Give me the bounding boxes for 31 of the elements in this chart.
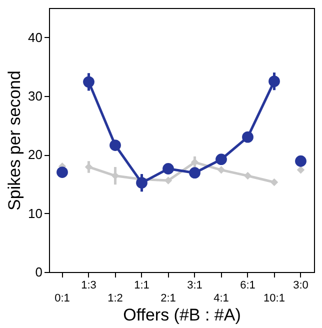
point bbox=[216, 154, 227, 166]
y-tick-label: 10 bbox=[28, 206, 42, 221]
point bbox=[295, 155, 306, 167]
point bbox=[270, 178, 278, 186]
y-tick-label: 20 bbox=[28, 147, 42, 162]
y-tick-label: 40 bbox=[28, 30, 42, 45]
x-tick-label: 0:1 bbox=[54, 292, 70, 304]
x-tick-label: 3:0 bbox=[293, 280, 308, 292]
x-tick-label: 1:2 bbox=[108, 292, 123, 304]
point bbox=[83, 76, 94, 88]
point bbox=[296, 166, 305, 174]
y-axis-title: Spikes per second bbox=[5, 70, 24, 210]
x-tick-label: 6:1 bbox=[240, 280, 256, 292]
x-tick-label: 2:1 bbox=[160, 292, 176, 304]
point bbox=[56, 166, 68, 178]
x-tick-label: 3:1 bbox=[187, 280, 202, 292]
point bbox=[242, 131, 254, 143]
point bbox=[162, 163, 174, 174]
x-tick-label: 1:1 bbox=[134, 280, 150, 292]
y-tick-label: 0 bbox=[35, 264, 42, 280]
point bbox=[217, 166, 226, 174]
point bbox=[136, 177, 148, 189]
point bbox=[110, 140, 121, 151]
x-tick-label: 10:1 bbox=[264, 292, 285, 304]
x-tick-label: 4:1 bbox=[214, 292, 229, 304]
point bbox=[244, 172, 252, 180]
y-tick-label: 30 bbox=[28, 88, 42, 104]
point bbox=[268, 76, 280, 88]
x-tick-label: 1:3 bbox=[81, 280, 96, 292]
x-axis-title: Offers (#B : #A) bbox=[123, 306, 241, 324]
point bbox=[189, 167, 200, 179]
